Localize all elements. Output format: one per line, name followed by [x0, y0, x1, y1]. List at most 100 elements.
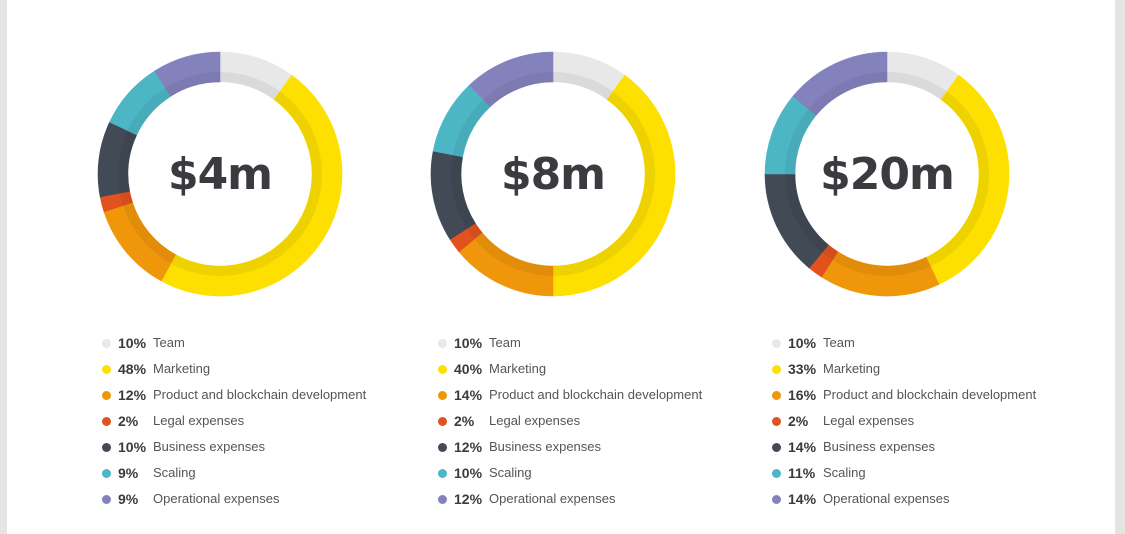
- chart-block-4m: $4m 10% Team 48% Marketing 12% Product and …: [97, 0, 462, 534]
- donut-slice-inner-legal-expenses: [821, 244, 838, 261]
- legend-item-business: 12% Business expenses: [438, 436, 798, 462]
- donut-slice-inner-scaling: [785, 108, 817, 174]
- legend-dot: [772, 339, 781, 348]
- legend-item-marketing: 33% Marketing: [772, 358, 1125, 384]
- donut-svg-4m: [97, 51, 343, 297]
- legend-percent: 14%: [788, 491, 817, 507]
- legend-item-legal: 2% Legal expenses: [102, 410, 462, 436]
- legend-label: Business expenses: [489, 439, 602, 454]
- donut-slice-inner-team: [553, 72, 613, 100]
- legend-percent: 10%: [788, 335, 817, 351]
- legend-percent: 12%: [118, 387, 147, 403]
- legend-item-product: 16% Product and blockchain development: [772, 384, 1125, 410]
- legend-item-marketing: 40% Marketing: [438, 358, 798, 384]
- donut-slice-inner-scaling: [452, 99, 491, 157]
- donut-slice-inner-operational-expenses: [483, 72, 553, 107]
- legend-item-team: 10% Team: [772, 332, 1125, 358]
- legend-dot: [438, 365, 447, 374]
- donut-slice-inner-marketing: [926, 91, 989, 267]
- legend-label: Scaling: [153, 465, 196, 480]
- legend-label: Team: [153, 335, 185, 350]
- donut-slice-marketing: [160, 74, 343, 297]
- legend-item-operational: 12% Operational expenses: [438, 488, 798, 514]
- legend-item-operational: 14% Operational expenses: [772, 488, 1125, 514]
- legend-item-legal: 2% Legal expenses: [772, 410, 1125, 436]
- legend-item-scaling: 11% Scaling: [772, 462, 1125, 488]
- legend-percent: 48%: [118, 361, 147, 377]
- donut-slice-inner-business-expenses: [785, 174, 829, 253]
- donut-slice-inner-business-expenses: [451, 154, 476, 229]
- donut-slice-inner-legal-expenses: [119, 191, 133, 206]
- legend-dot: [438, 469, 447, 478]
- legend-dot: [772, 391, 781, 400]
- legend-percent: 12%: [454, 491, 483, 507]
- legend-dot: [772, 365, 781, 374]
- legend-label: Team: [489, 335, 521, 350]
- legend-percent: 9%: [118, 465, 139, 481]
- legend-label: Operational expenses: [823, 491, 950, 506]
- legend-label: Business expenses: [823, 439, 936, 454]
- legend-item-scaling: 10% Scaling: [438, 462, 798, 488]
- legend-item-business: 10% Business expenses: [102, 436, 462, 462]
- legend-dot: [438, 339, 447, 348]
- donut-slice-operational-expenses: [154, 51, 221, 97]
- legend-label: Team: [823, 335, 855, 350]
- legend-percent: 16%: [788, 387, 817, 403]
- legend-dot: [102, 391, 111, 400]
- legend-percent: 9%: [118, 491, 139, 507]
- donut-svg-8m: [430, 51, 676, 297]
- legend-20m: 10% Team 33% Marketing 16% Product and bloc…: [772, 332, 1125, 514]
- legend-percent: 10%: [454, 335, 483, 351]
- legend-percent: 2%: [454, 413, 475, 429]
- donut-slice-operational-expenses: [792, 51, 888, 116]
- legend-label: Product and blockchain development: [489, 387, 703, 402]
- legend-percent: 33%: [788, 361, 817, 377]
- legend-percent: 12%: [454, 439, 483, 455]
- donut-slice-operational-expenses: [469, 51, 554, 108]
- legend-dot: [772, 469, 781, 478]
- legend-item-team: 10% Team: [438, 332, 798, 358]
- donut-slice-inner-operational-expenses: [808, 72, 887, 116]
- legend-label: Legal expenses: [823, 413, 915, 428]
- donut-chart-8m: $8m: [423, 40, 683, 308]
- legend-item-team: 10% Team: [102, 332, 462, 358]
- donut-slice-inner-team: [887, 72, 947, 100]
- legend-dot: [438, 391, 447, 400]
- legend-label: Legal expenses: [489, 413, 581, 428]
- legend-percent: 11%: [788, 465, 816, 481]
- legend-percent: 2%: [788, 413, 809, 429]
- legend-dot: [102, 417, 111, 426]
- legend-item-scaling: 9% Scaling: [102, 462, 462, 488]
- legend-dot: [102, 339, 111, 348]
- donut-slice-inner-scaling: [127, 87, 171, 135]
- legend-label: Scaling: [823, 465, 866, 480]
- legend-label: Operational expenses: [489, 491, 616, 506]
- legend-item-product: 12% Product and blockchain development: [102, 384, 462, 410]
- legend-label: Legal expenses: [153, 413, 245, 428]
- chart-block-20m: $20m 10% Team 33% Marketing 16% Product and…: [764, 0, 1125, 534]
- donut-chart-20m: $20m: [757, 40, 1017, 308]
- legend-percent: 14%: [454, 387, 483, 403]
- legend-label: Marketing: [823, 361, 881, 376]
- legend-label: Marketing: [489, 361, 547, 376]
- donut-slice-inner-operational-expenses: [165, 72, 220, 97]
- donut-slice-inner-team: [220, 72, 280, 100]
- legend-dot: [102, 469, 111, 478]
- legend-dot: [772, 443, 781, 452]
- legend-item-legal: 2% Legal expenses: [438, 410, 798, 436]
- legend-label: Product and blockchain development: [153, 387, 367, 402]
- legend-percent: 10%: [118, 335, 147, 351]
- legend-percent: 10%: [454, 465, 483, 481]
- legend-label: Operational expenses: [153, 491, 280, 506]
- legend-label: Scaling: [489, 465, 532, 480]
- donut-slice-product-and-blockchain-development: [103, 202, 177, 282]
- legend-item-marketing: 48% Marketing: [102, 358, 462, 384]
- page: $4m 10% Team 48% Marketing 12% Product and …: [7, 0, 1115, 534]
- legend-percent: 2%: [118, 413, 139, 429]
- legend-dot: [772, 417, 781, 426]
- donut-slice-inner-product-and-blockchain-development: [474, 232, 553, 276]
- legend-label: Product and blockchain development: [823, 387, 1037, 402]
- donut-slice-inner-product-and-blockchain-development: [832, 251, 931, 276]
- donut-slice-inner-marketing: [553, 91, 655, 276]
- legend-item-business: 14% Business expenses: [772, 436, 1125, 462]
